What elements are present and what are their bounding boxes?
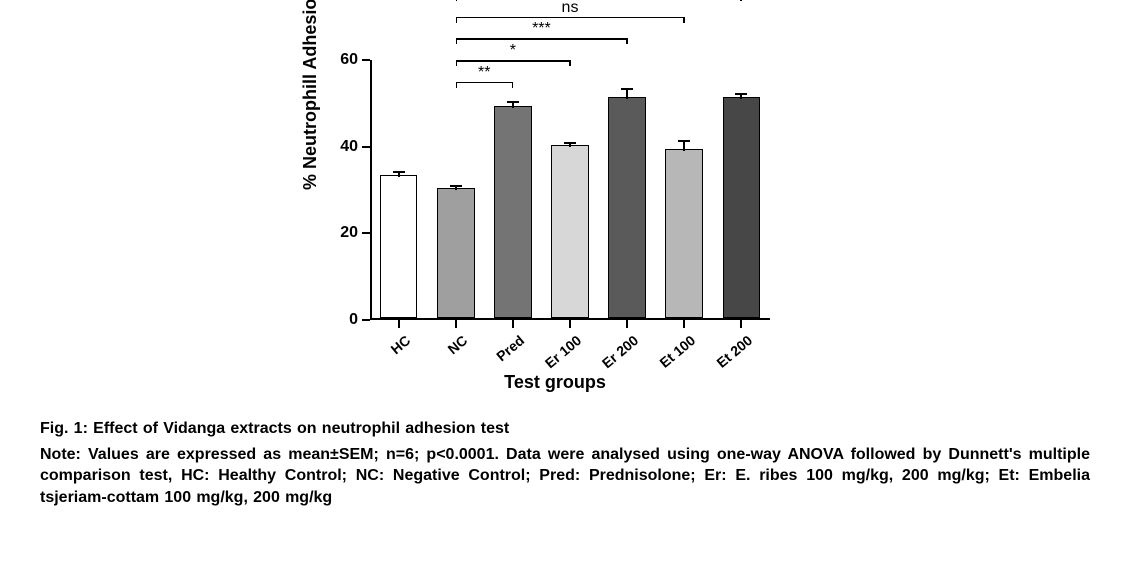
x-tick-label: Er 100 [542, 332, 584, 371]
x-tick-label: Et 100 [657, 332, 699, 371]
significance-label: ** [478, 64, 490, 82]
x-tick-label: Et 200 [714, 332, 756, 371]
significance-label: * [510, 42, 516, 60]
bar [723, 97, 761, 318]
x-tick-label: NC [444, 332, 470, 357]
error-bar [626, 89, 628, 99]
significance-bracket-drop [683, 17, 685, 23]
error-bar [683, 141, 685, 151]
significance-bracket [456, 60, 570, 62]
significance-bracket-drop [456, 17, 458, 23]
y-axis-title: % Neutrophill Adhesion [300, 0, 321, 190]
y-tick [362, 232, 370, 234]
bar [608, 97, 646, 318]
significance-label: ns [562, 0, 579, 17]
bar [380, 175, 418, 318]
y-tick-label: 60 [318, 51, 358, 69]
x-tick [398, 320, 400, 328]
x-tick-label: Er 200 [599, 332, 641, 371]
y-tick-label: 0 [318, 311, 358, 329]
y-tick [362, 59, 370, 61]
error-cap [621, 88, 633, 90]
significance-bracket-drop [456, 60, 458, 66]
significance-label: *** [532, 20, 551, 38]
x-tick-label: Pred [493, 332, 527, 364]
error-cap [450, 185, 462, 187]
error-cap [564, 142, 576, 144]
y-tick [362, 319, 370, 321]
y-axis-line [370, 60, 372, 320]
bar [551, 145, 589, 318]
caption-title: Fig. 1: Effect of Vidanga extracts on ne… [40, 418, 1090, 440]
bar [437, 188, 475, 318]
plot-area: 0204060HCNCPredEr 100Er 200Et 100Et 200*… [370, 60, 770, 320]
figure-caption: Fig. 1: Effect of Vidanga extracts on ne… [40, 418, 1090, 508]
significance-bracket-drop [626, 38, 628, 44]
bar [665, 149, 703, 318]
x-tick-label: HC [387, 332, 413, 357]
x-tick [512, 320, 514, 328]
y-tick-label: 20 [318, 224, 358, 242]
bar [494, 106, 532, 318]
significance-bracket-drop [456, 0, 458, 1]
significance-bracket-drop [740, 0, 742, 1]
x-axis-title: Test groups [260, 372, 850, 393]
significance-bracket-drop [512, 82, 514, 88]
figure-page: % Neutrophill Adhesion Test groups 02040… [0, 0, 1129, 566]
x-tick [569, 320, 571, 328]
x-tick [683, 320, 685, 328]
error-cap [678, 140, 690, 142]
caption-note: Note: Values are expressed as mean±SEM; … [40, 444, 1090, 509]
x-tick [455, 320, 457, 328]
error-cap [735, 93, 747, 95]
significance-bracket [456, 82, 513, 84]
significance-bracket-drop [456, 38, 458, 44]
significance-bracket [456, 38, 627, 40]
error-cap [393, 171, 405, 173]
significance-bracket-drop [569, 60, 571, 66]
significance-bracket-drop [456, 82, 458, 88]
bar-chart: % Neutrophill Adhesion Test groups 02040… [260, 0, 850, 400]
y-tick [362, 146, 370, 148]
significance-bracket [456, 17, 685, 19]
x-tick [740, 320, 742, 328]
error-cap [507, 101, 519, 103]
y-tick-label: 40 [318, 138, 358, 156]
x-tick [626, 320, 628, 328]
